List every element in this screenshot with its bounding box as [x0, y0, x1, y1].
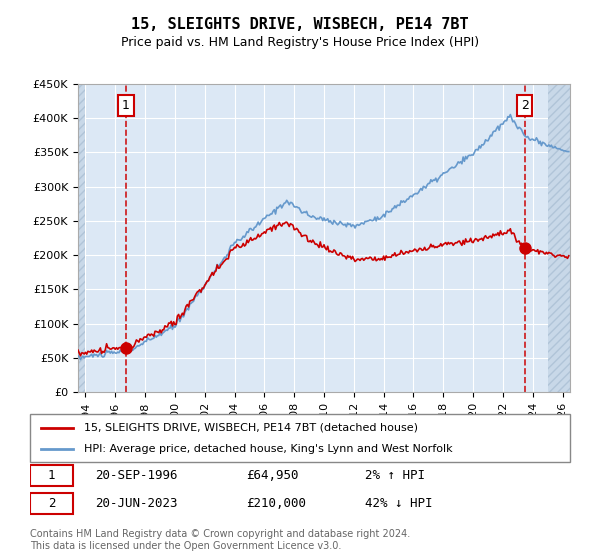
Text: 42% ↓ HPI: 42% ↓ HPI [365, 497, 432, 510]
FancyBboxPatch shape [30, 414, 570, 462]
Bar [78, 84, 85, 392]
Text: 15, SLEIGHTS DRIVE, WISBECH, PE14 7BT (detached house): 15, SLEIGHTS DRIVE, WISBECH, PE14 7BT (d… [84, 423, 418, 433]
FancyBboxPatch shape [30, 493, 73, 514]
Text: Price paid vs. HM Land Registry's House Price Index (HPI): Price paid vs. HM Land Registry's House … [121, 36, 479, 49]
Text: 2: 2 [48, 497, 55, 510]
Text: £210,000: £210,000 [246, 497, 306, 510]
Text: 15, SLEIGHTS DRIVE, WISBECH, PE14 7BT: 15, SLEIGHTS DRIVE, WISBECH, PE14 7BT [131, 17, 469, 32]
Text: 20-JUN-2023: 20-JUN-2023 [95, 497, 178, 510]
Text: 1: 1 [48, 469, 55, 482]
Text: HPI: Average price, detached house, King's Lynn and West Norfolk: HPI: Average price, detached house, King… [84, 444, 452, 454]
Text: 1: 1 [122, 99, 130, 112]
Text: 20-SEP-1996: 20-SEP-1996 [95, 469, 178, 482]
Text: 2: 2 [521, 99, 529, 112]
FancyBboxPatch shape [30, 465, 73, 486]
Text: Contains HM Land Registry data © Crown copyright and database right 2024.
This d: Contains HM Land Registry data © Crown c… [30, 529, 410, 551]
Text: 2% ↑ HPI: 2% ↑ HPI [365, 469, 425, 482]
Text: £64,950: £64,950 [246, 469, 299, 482]
Bar [548, 84, 570, 392]
